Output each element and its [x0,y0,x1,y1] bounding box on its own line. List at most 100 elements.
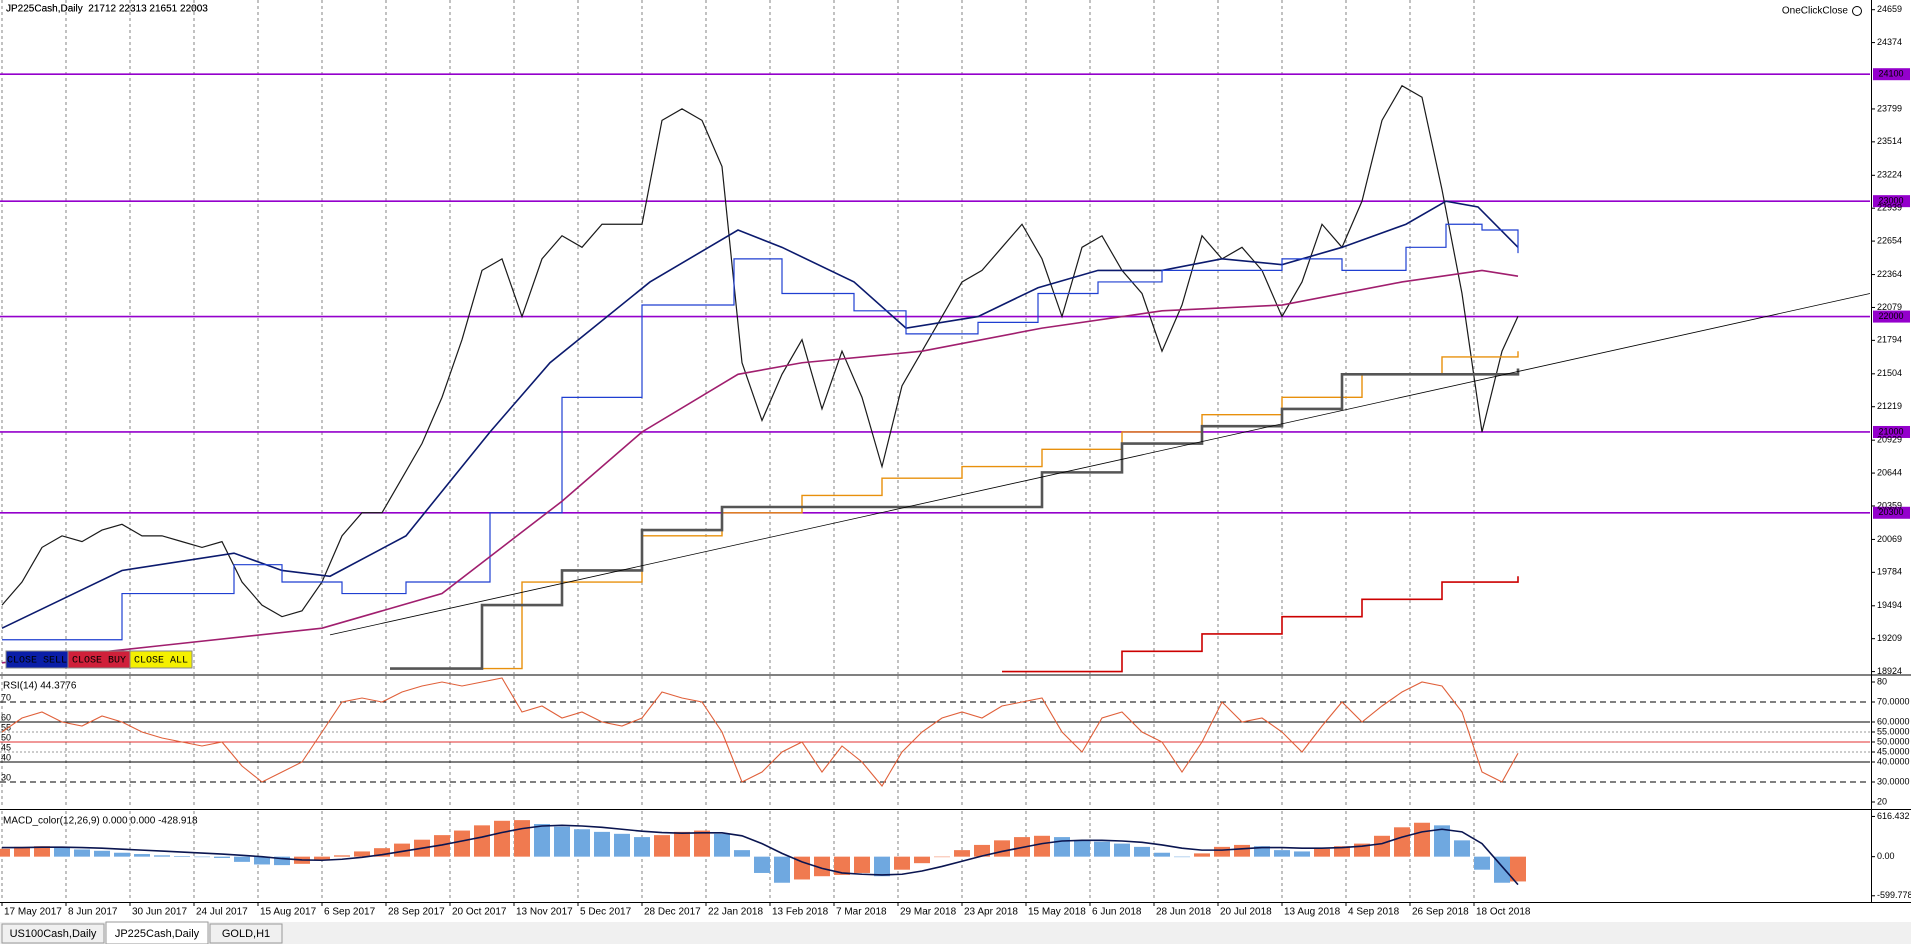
histogram-bar [194,856,210,858]
histogram-bar [394,843,410,857]
level-label-box [1873,68,1910,81]
series-line [390,368,1520,670]
x-tick-label: 18 Oct 2018 [1476,907,1531,918]
histogram-bar [534,824,550,857]
histogram-bar [954,850,970,857]
x-tick-label: 15 May 2018 [1028,907,1086,918]
histogram-bar [934,856,950,858]
histogram-bar [1314,848,1330,857]
x-tick-label: 28 Jun 2018 [1156,907,1211,918]
level-label: 23000 [1878,196,1903,206]
series-line [1,269,1519,664]
y-tick-label: 24374 [1877,37,1902,47]
histogram-bar [1174,856,1190,858]
chart-tab[interactable] [209,923,283,944]
y-tick-label: 22079 [1877,302,1902,312]
level-left-label: 70 [1,692,11,702]
y-tick-label: 21504 [1877,368,1902,378]
level-label-box [1873,425,1910,438]
x-tick-label: 8 Jun 2017 [68,907,118,918]
x-tick-label: 30 Jun 2017 [132,907,187,918]
y-tick-label: 20644 [1877,467,1902,477]
histogram-bar [874,856,890,877]
level-label-box [1873,195,1910,208]
x-tick-label: 22 Jan 2018 [708,907,763,918]
x-tick-label: 23 Apr 2018 [964,907,1018,918]
x-tick-label: 20 Oct 2017 [452,907,507,918]
histogram-bar [1294,851,1310,857]
histogram-bar [1274,850,1290,857]
x-tick-label: 6 Sep 2017 [324,907,376,918]
x-tick-label: 28 Sep 2017 [388,907,445,918]
chart-tab[interactable] [105,921,209,944]
histogram-bar [214,856,230,858]
histogram-bar [494,820,510,857]
histogram-bar [314,856,330,861]
histogram-bar [1194,853,1210,857]
histogram-bar [254,856,270,865]
histogram-bar [1414,822,1430,857]
x-tick-label: 28 Dec 2017 [644,907,701,918]
histogram-bar [914,856,930,864]
y-tick-label: 19209 [1877,633,1902,643]
y-tick-label: 45.0000 [1877,746,1910,756]
x-tick-label: 13 Feb 2018 [772,907,829,918]
histogram-bar [274,856,290,866]
x-tick-label: 6 Jun 2018 [1092,907,1142,918]
histogram-bar [0,848,10,857]
y-tick-label: 22364 [1877,269,1902,279]
histogram-bar [374,848,390,857]
histogram-bar [1374,835,1390,857]
series-line [2,223,1519,641]
histogram-bar [814,856,830,877]
one-click-close-label: OneClickClose [1782,6,1849,17]
histogram-bar [34,846,50,857]
y-tick-label: 19784 [1877,567,1902,577]
histogram-bar [1454,840,1470,857]
histogram-bar [754,856,770,873]
histogram-bar [474,825,490,857]
y-tick-label: 22939 [1877,203,1902,213]
histogram-bar [654,835,670,857]
histogram-bar [774,856,790,883]
x-tick-label: 5 Dec 2017 [580,907,632,918]
tab-bar [0,922,1911,944]
chart-tab-label[interactable]: JP225Cash,Daily [115,928,200,940]
level-left-label: 55 [1,722,11,732]
x-tick-label: 13 Nov 2017 [516,907,573,918]
trade-button[interactable] [129,650,193,669]
level-left-label: 50 [1,732,11,742]
histogram-bar [994,840,1010,857]
histogram-bar [174,856,190,857]
chart-tab-label[interactable]: GOLD,H1 [222,928,270,940]
x-tick-label: 4 Sep 2018 [1348,907,1400,918]
histogram-bar [334,855,350,857]
x-tick-label: 7 Mar 2018 [836,907,887,918]
chart-tab-label[interactable]: US100Cash,Daily [10,928,97,940]
histogram-bar [974,844,990,857]
histogram-bar [1034,835,1050,857]
series-line [1002,576,1519,673]
level-left-label: 45 [1,742,11,752]
y-tick-label: 80 [1877,676,1887,686]
series-line [1,677,1519,787]
smiley-icon [1852,6,1862,16]
histogram-bar [234,856,250,862]
histogram-bar [894,856,910,870]
level-label: 21000 [1878,426,1903,436]
chart-title: JP225Cash,Daily 21712 22313 21651 22003 [6,4,208,15]
level-label: 22000 [1878,311,1903,321]
x-tick-label: 26 Sep 2018 [1412,907,1469,918]
histogram-bar [714,833,730,857]
panel-title: RSI(14) 44.3776 [3,681,77,692]
histogram-bar [1510,856,1526,882]
histogram-bar [1474,856,1490,870]
trade-button-label[interactable]: CLOSE BUY [72,656,126,667]
chart-tab[interactable] [1,923,105,944]
trade-button-label[interactable]: CLOSE SELL [7,656,67,667]
trade-button-label[interactable]: CLOSE ALL [134,656,188,667]
y-tick-label: 40.0000 [1877,756,1910,766]
histogram-bar [1334,846,1350,857]
